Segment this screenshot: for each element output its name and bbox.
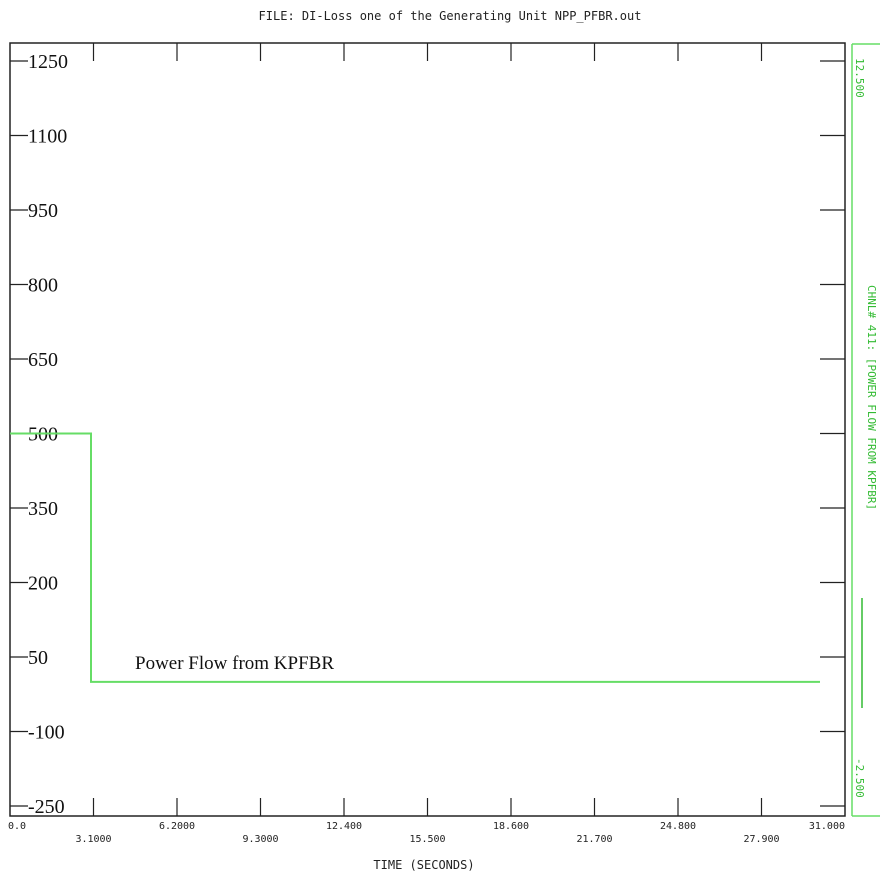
y-tick-label: 1100 [28, 126, 67, 148]
y-tick-label: 800 [28, 275, 58, 297]
x-tick-label: 9.3000 [242, 834, 278, 845]
y-tick-label: 200 [28, 573, 58, 595]
x-tick-label: 12.400 [326, 821, 362, 832]
x-tick-label: 21.700 [576, 834, 612, 845]
x-tick-label: 18.600 [493, 821, 529, 832]
x-tick-label: 15.500 [409, 834, 445, 845]
y-tick-label: 1250 [28, 51, 68, 73]
y-tick-label: 650 [28, 349, 58, 371]
x-tick-label: 31.000 [809, 821, 845, 832]
x-axis-label: TIME (SECONDS) [373, 858, 474, 872]
chart-title: FILE: DI-Loss one of the Generating Unit… [259, 9, 642, 23]
x-tick-label: 3.1000 [75, 834, 111, 845]
x-tick-label: 6.2000 [159, 821, 195, 832]
plot-frame [9, 42, 846, 817]
y-tick-label: -250 [28, 796, 65, 818]
x-axis: 0.0 3.1000 6.2000 9.3000 12.400 15.500 18.600 2… [8, 43, 845, 845]
series-label: Power Flow from KPFBR [135, 653, 334, 674]
y-tick-label: -100 [28, 722, 65, 744]
series-layer [10, 432, 820, 683]
y-tick-label: 950 [28, 200, 58, 222]
x-tick-label: 27.900 [743, 834, 779, 845]
right-axis-channel-label: CHNL# 411: [POWER FLOW FROM KPFBR] [865, 285, 878, 510]
series-line [10, 432, 820, 683]
y-tick-label: 350 [28, 498, 58, 520]
x-tick-label: 24.800 [660, 821, 696, 832]
y-tick-label: 50 [28, 647, 48, 669]
right-axis-bottom-label: -2.500 [853, 758, 866, 798]
right-axis: 12.500 -2.500 CHNL# 411: [POWER FLOW FRO… [851, 43, 880, 817]
right-axis-top-label: 12.500 [853, 58, 866, 98]
x-tick-label: 0.0 [8, 821, 26, 832]
